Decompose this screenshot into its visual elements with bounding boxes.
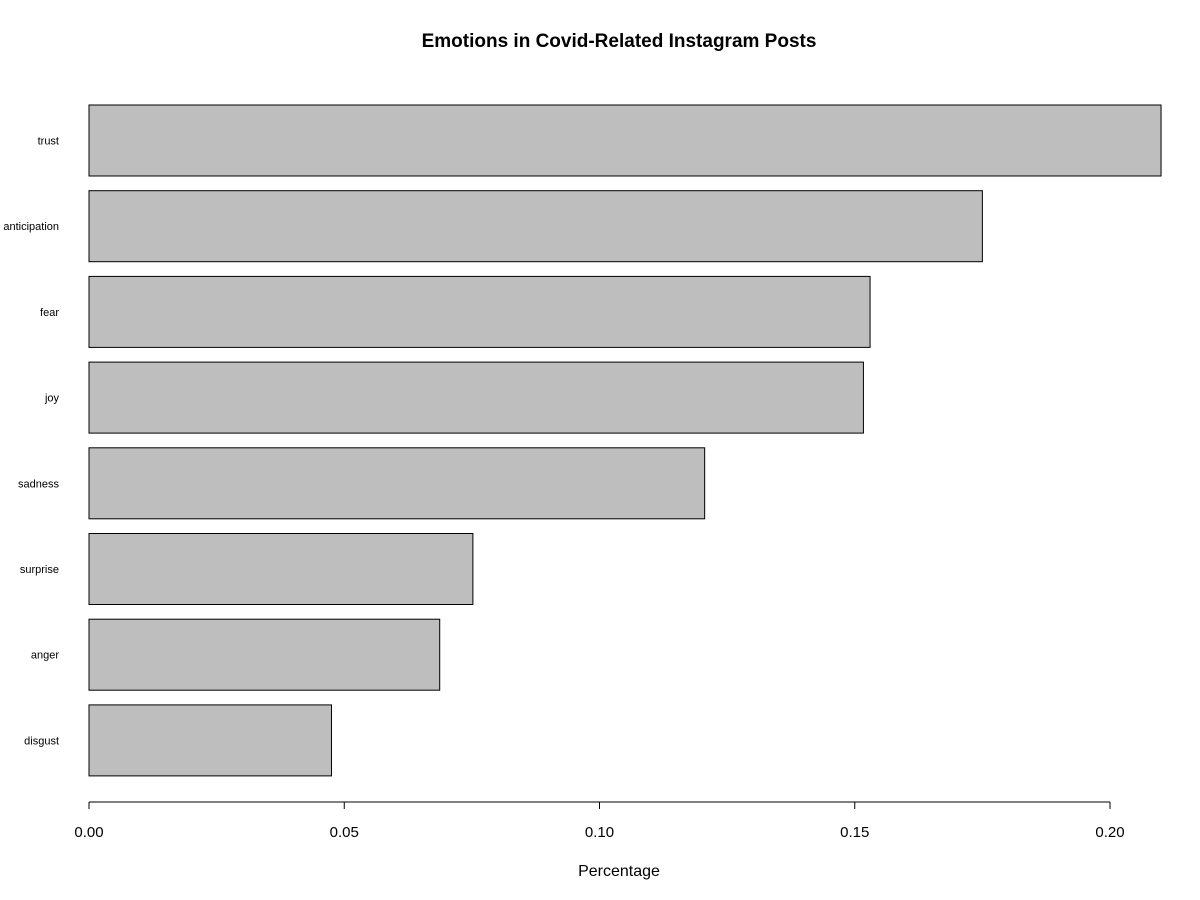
category-label-anger: anger (31, 650, 59, 662)
x-tick-label: 0.10 (585, 824, 614, 841)
bar-anger (88, 618, 441, 691)
category-label-sadness: sadness (18, 478, 59, 490)
category-label-anticipation: anticipation (3, 221, 59, 233)
category-label-joy: joy (44, 393, 60, 405)
bar-sadness (88, 447, 706, 520)
bars-layer (88, 104, 1162, 777)
category-label-trust: trust (38, 136, 59, 148)
x-tick-label: 0.00 (74, 824, 103, 841)
x-tick-label: 0.20 (1095, 824, 1124, 841)
x-tick-label: 0.05 (330, 824, 359, 841)
x-tick-label: 0.15 (840, 824, 869, 841)
bar-disgust (88, 704, 332, 777)
bar-joy (88, 361, 864, 434)
bar-surprise (88, 533, 474, 605)
bar-trust (88, 104, 1162, 177)
x-axis: 0.00 0.05 0.10 0.15 0.20 (74, 801, 1125, 841)
category-label-surprise: surprise (20, 564, 59, 576)
category-labels: trust anticipation fear joy sadness surprise a… (3, 136, 59, 748)
bar-anticipation (88, 190, 983, 263)
bar-fear (88, 275, 871, 348)
category-label-disgust: disgust (24, 735, 59, 747)
category-label-fear: fear (40, 307, 59, 319)
chart-title: Emotions in Covid-Related Instagram Post… (422, 31, 817, 52)
x-axis-label: Percentage (578, 863, 660, 880)
